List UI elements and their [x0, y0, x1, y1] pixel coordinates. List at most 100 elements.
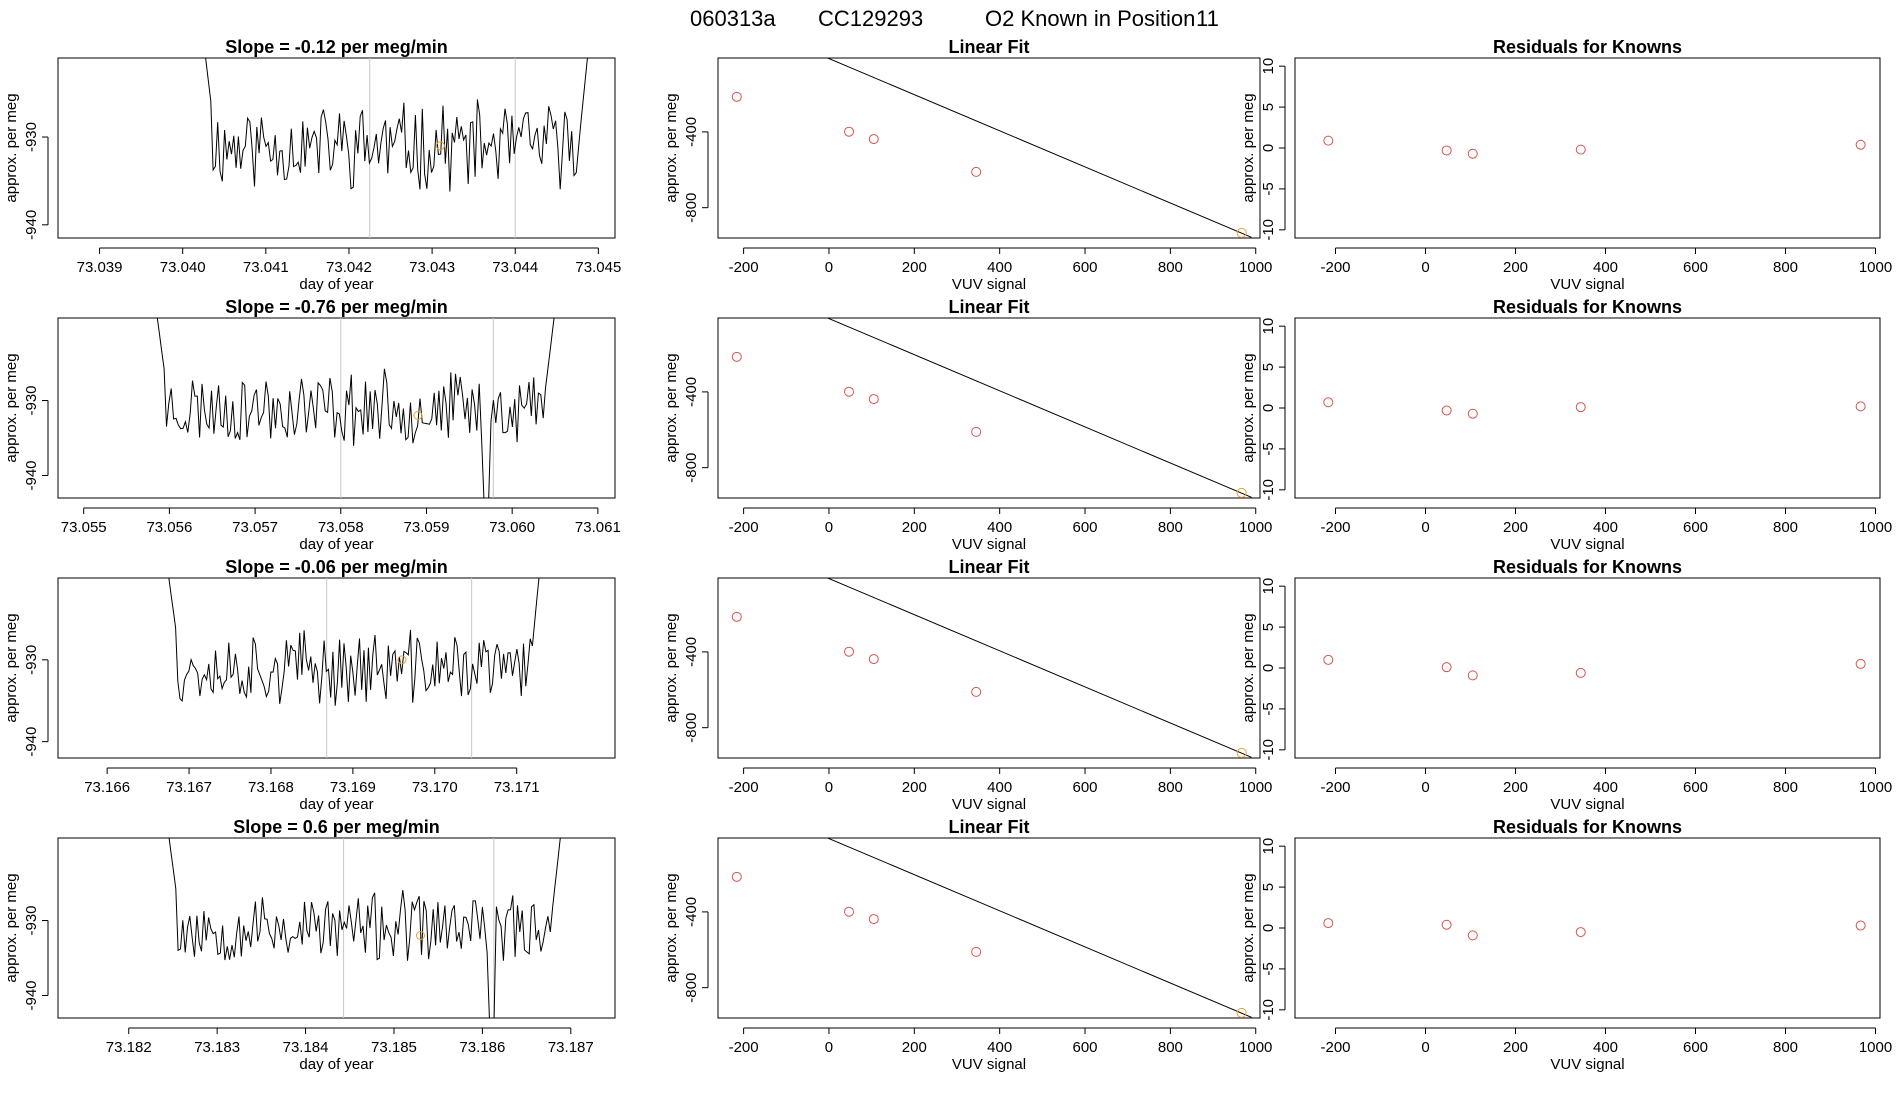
x-tick-label: 73.166: [84, 779, 130, 796]
chart-panel-5: Linear Fit VUV signal approx. per meg -200 0…: [663, 297, 1272, 553]
y-tick-label: -930: [23, 385, 40, 415]
y-tick-label: -940: [23, 460, 40, 490]
residual-point: [1855, 920, 1866, 931]
chart-panel-10: Slope = 0.6 per meg/min day of year approx…: [3, 817, 616, 1073]
y-tick-label: -400: [683, 377, 700, 407]
x-tick-label: 1000: [1239, 259, 1272, 276]
y-axis-label: approx. per meg: [3, 353, 20, 462]
x-tick-label: -200: [729, 259, 759, 276]
x-tick-label: 1000: [1859, 779, 1892, 796]
x-tick-label: 73.185: [371, 1039, 417, 1056]
header-cylinder: CC129293: [818, 6, 923, 31]
residual-point: [1441, 919, 1452, 930]
plot-frame: [57, 317, 616, 499]
x-tick-label: 73.168: [248, 779, 294, 796]
chart-panel-7: Slope = -0.06 per meg/min day of year appr…: [3, 557, 616, 813]
x-axis-label: day of year: [299, 536, 373, 553]
x-tick-label: 800: [1773, 519, 1798, 536]
plot-frame: [717, 837, 1261, 1019]
panel-grid: Slope = -0.12 per meg/min day of year appr…: [3, 37, 1892, 1073]
figure-header: 060313a CC129293 O2 Known in Position 11: [690, 6, 1219, 31]
highlight-point: [435, 141, 445, 151]
residual-point: [1467, 930, 1478, 941]
plot-frame: [717, 57, 1261, 239]
plot-area: [168, 838, 561, 1018]
y-axis-label: approx. per meg: [663, 93, 680, 202]
x-tick-label: 73.042: [326, 259, 372, 276]
x-axis-label: VUV signal: [1550, 1056, 1624, 1073]
y-axis-label: approx. per meg: [3, 93, 20, 202]
x-axis-label: VUV signal: [1550, 276, 1624, 293]
y-axis-label: approx. per meg: [3, 613, 20, 722]
x-tick-label: 200: [902, 1039, 927, 1056]
y-tick-label: -5: [1260, 442, 1277, 455]
residual-point: [1323, 654, 1334, 665]
plot-area: [168, 578, 540, 758]
x-axis-label: day of year: [299, 276, 373, 293]
x-tick-label: -200: [1320, 1039, 1350, 1056]
y-tick-label: 5: [1260, 883, 1277, 891]
plot-area: [1323, 918, 1866, 941]
y-tick-label: -800: [683, 453, 700, 483]
x-tick-label: 200: [902, 259, 927, 276]
data-point: [971, 426, 982, 437]
panel-title: Linear Fit: [948, 297, 1029, 317]
panel-title: Residuals for Knowns: [1493, 557, 1682, 577]
plot-frame: [1294, 837, 1881, 1019]
x-axis-label: day of year: [299, 1056, 373, 1073]
x-tick-label: 0: [825, 1039, 833, 1056]
x-tick-label: 400: [987, 779, 1012, 796]
y-tick-label: -5: [1260, 962, 1277, 975]
series-line: [156, 318, 555, 498]
x-tick-label: 200: [1503, 1039, 1528, 1056]
y-axis-label: approx. per meg: [663, 613, 680, 722]
residual-point: [1323, 135, 1334, 146]
y-axis-label: approx. per meg: [1240, 93, 1257, 202]
data-point: [971, 166, 982, 177]
y-tick-label: -10: [1260, 999, 1277, 1021]
x-axis-label: day of year: [299, 796, 373, 813]
x-tick-label: 200: [1503, 519, 1528, 536]
highlight-point: [397, 655, 407, 665]
y-tick-label: -400: [683, 117, 700, 147]
plot-area: [731, 58, 1252, 238]
x-tick-label: 800: [1773, 1039, 1798, 1056]
x-tick-label: 73.044: [492, 259, 538, 276]
x-tick-label: 400: [1593, 519, 1618, 536]
x-tick-label: 800: [1158, 779, 1183, 796]
y-tick-label: -930: [23, 645, 40, 675]
x-tick-label: 73.182: [106, 1039, 152, 1056]
x-tick-label: 400: [1593, 779, 1618, 796]
panel-title: Residuals for Knowns: [1493, 297, 1682, 317]
panel-title: Linear Fit: [948, 37, 1029, 57]
x-tick-label: 1000: [1239, 1039, 1272, 1056]
x-tick-label: 200: [1503, 779, 1528, 796]
y-tick-label: 0: [1260, 664, 1277, 672]
x-tick-label: 600: [1683, 1039, 1708, 1056]
x-tick-label: 73.060: [489, 519, 535, 536]
x-tick-label: -200: [729, 1039, 759, 1056]
y-tick-label: -800: [683, 973, 700, 1003]
y-axis-label: approx. per meg: [1240, 353, 1257, 462]
x-tick-label: 73.043: [409, 259, 455, 276]
y-tick-label: 5: [1260, 103, 1277, 111]
y-tick-label: 5: [1260, 623, 1277, 631]
fit-line: [826, 578, 1252, 758]
data-point: [731, 871, 742, 882]
y-tick-label: 0: [1260, 144, 1277, 152]
fit-line: [826, 318, 1252, 498]
y-axis-label: approx. per meg: [663, 873, 680, 982]
y-tick-label: -10: [1260, 739, 1277, 761]
chart-panel-12: Residuals for Knowns VUV signal approx. pe…: [1240, 817, 1892, 1073]
x-tick-label: 73.039: [77, 259, 123, 276]
x-tick-label: 400: [987, 1039, 1012, 1056]
residual-point: [1575, 402, 1586, 413]
x-tick-label: 1000: [1859, 519, 1892, 536]
x-tick-label: -200: [729, 519, 759, 536]
plot-area: [205, 58, 588, 238]
x-tick-label: 800: [1158, 519, 1183, 536]
plot-frame: [57, 577, 616, 759]
panel-title: Slope = -0.06 per meg/min: [225, 557, 448, 577]
plot-area: [1323, 397, 1866, 419]
x-tick-label: 73.167: [166, 779, 212, 796]
